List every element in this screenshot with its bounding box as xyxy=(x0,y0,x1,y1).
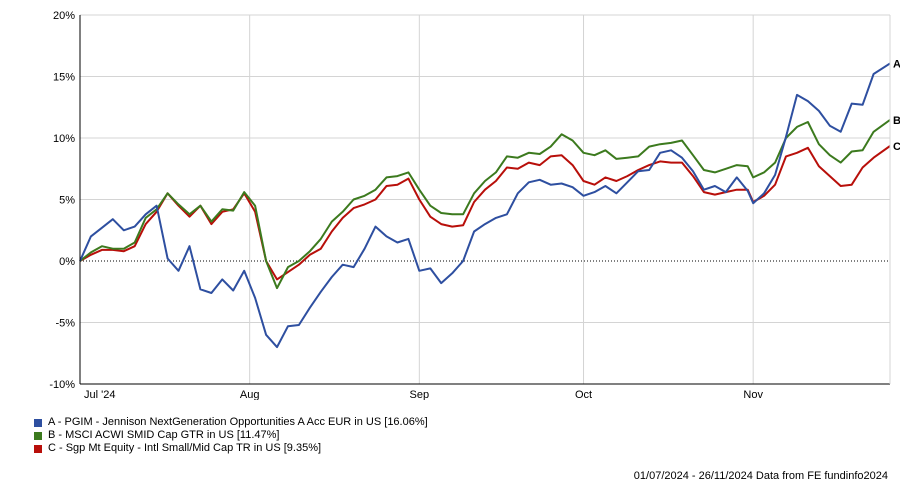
performance-line-chart: -10% -5% 0% 5% 10% 15% 20% Jul '24 Aug Sep Oct Nov A… xyxy=(49,10,900,400)
y-tick-label: 20% xyxy=(53,10,75,22)
y-tick-label: 5% xyxy=(59,195,75,207)
legend-item: B - MSCI ACWI SMID Cap GTR in US [11.47%… xyxy=(34,429,428,442)
legend-swatch xyxy=(34,444,42,453)
x-tick-label: Jul '24 xyxy=(84,389,115,400)
y-tick-label: -5% xyxy=(55,318,75,330)
y-tick-label: 10% xyxy=(53,133,75,145)
x-tick-label: Oct xyxy=(575,389,592,400)
series-line-b xyxy=(79,119,891,290)
y-tick-label: 0% xyxy=(59,256,75,268)
y-tick-label: 15% xyxy=(53,72,75,84)
series-end-label-b: B xyxy=(893,115,900,127)
tick-labels: -10% -5% 0% 5% 10% 15% 20% Jul '24 Aug Sep Oct Nov A… xyxy=(49,10,900,400)
legend-swatch xyxy=(34,418,42,427)
legend-item: C - Sgp Mt Equity - Intl Small/Mid Cap T… xyxy=(34,442,428,455)
x-tick-label: Aug xyxy=(240,389,260,400)
series-end-label-a: A xyxy=(893,58,900,70)
chart-legend: A - PGIM - Jennison NextGeneration Oppor… xyxy=(34,416,428,455)
legend-label: B - MSCI ACWI SMID Cap GTR in US [11.47%… xyxy=(48,429,280,441)
series-end-label-c: C xyxy=(893,141,900,153)
series-lines xyxy=(79,62,891,349)
grid-lines xyxy=(80,14,890,385)
legend-label: C - Sgp Mt Equity - Intl Small/Mid Cap T… xyxy=(48,442,322,454)
date-range-footer: 01/07/2024 - 26/11/2024 Data from FE fun… xyxy=(633,470,888,482)
x-tick-label: Nov xyxy=(743,389,763,400)
y-tick-label: -10% xyxy=(49,379,75,391)
legend-label: A - PGIM - Jennison NextGeneration Oppor… xyxy=(48,416,428,428)
legend-swatch xyxy=(34,431,42,440)
x-tick-label: Sep xyxy=(410,389,430,400)
axes xyxy=(79,15,891,385)
legend-item: A - PGIM - Jennison NextGeneration Oppor… xyxy=(34,416,428,429)
series-line-a xyxy=(79,62,891,349)
series-line-c xyxy=(79,145,891,281)
